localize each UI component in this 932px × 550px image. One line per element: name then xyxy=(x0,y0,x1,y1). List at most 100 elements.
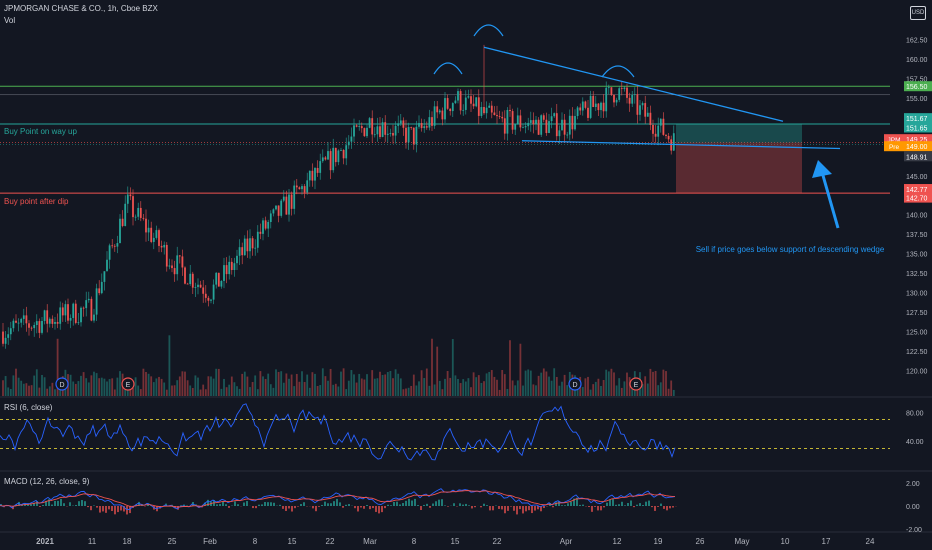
x-axis-tick-label: 10 xyxy=(781,537,790,546)
candle-body xyxy=(35,321,38,326)
volume-bar xyxy=(493,376,496,396)
candle-body xyxy=(446,98,449,109)
macd-histogram-bar xyxy=(48,499,50,506)
candle-body xyxy=(358,126,361,127)
volume-bar xyxy=(589,389,592,396)
candle-body xyxy=(405,127,407,143)
candle-body xyxy=(168,265,171,267)
macd-histogram-bar xyxy=(408,498,410,506)
macd-histogram-bar xyxy=(114,506,116,515)
candle-body xyxy=(306,180,309,193)
candle-body xyxy=(652,124,654,134)
volume-bar xyxy=(223,378,225,396)
volume-bar xyxy=(327,380,329,396)
candle-body xyxy=(490,105,493,113)
candle-body xyxy=(662,118,665,135)
x-axis-tick-label: 22 xyxy=(326,537,335,546)
volume-bar xyxy=(178,376,181,396)
macd-histogram-bar xyxy=(357,506,359,512)
candle-body xyxy=(295,185,298,188)
volume-bar xyxy=(290,374,293,396)
volume-bar xyxy=(488,371,491,396)
macd-histogram-bar xyxy=(528,506,530,511)
volume-bar xyxy=(613,372,615,396)
macd-histogram-bar xyxy=(318,506,320,507)
macd-histogram-bar xyxy=(555,502,557,506)
macd-histogram-bar xyxy=(654,506,656,511)
macd-histogram-bar xyxy=(174,506,176,509)
volume-bar xyxy=(553,368,556,396)
candle-body xyxy=(381,122,384,137)
macd-histogram-bar xyxy=(261,504,263,506)
candle-body xyxy=(483,107,485,114)
candle-body xyxy=(506,109,509,134)
x-axis-tick-label: Apr xyxy=(560,537,573,546)
candle-body xyxy=(134,216,137,218)
macd-histogram-bar xyxy=(534,506,536,511)
candle-body xyxy=(241,247,244,256)
candle-body xyxy=(618,88,621,100)
macd-axis-tick-label: -2.00 xyxy=(906,527,922,534)
candle-body xyxy=(459,91,462,111)
price-tag xyxy=(904,184,932,195)
macd-histogram-bar xyxy=(513,506,515,511)
candle-body xyxy=(672,133,675,151)
rsi-line xyxy=(0,403,676,461)
volume-bar xyxy=(509,340,511,396)
candle-body xyxy=(410,127,413,128)
candle-body xyxy=(155,230,158,238)
macd-histogram-bar xyxy=(567,503,569,506)
candle-body xyxy=(251,238,254,249)
x-axis-tick-label: Feb xyxy=(203,537,217,546)
y-axis-tick-label: 162.50 xyxy=(906,37,928,44)
candle-body xyxy=(454,100,457,104)
candle-body xyxy=(628,97,631,104)
volume-bar xyxy=(243,371,246,396)
candle-body xyxy=(566,134,569,136)
macd-histogram-bar xyxy=(264,502,266,506)
macd-histogram-bar xyxy=(624,505,626,506)
macd-histogram-bar xyxy=(459,503,461,506)
volume-bar xyxy=(259,371,262,396)
candle-body xyxy=(215,272,218,285)
macd-axis-tick-label: 2.00 xyxy=(906,481,920,488)
candle-body xyxy=(2,331,4,344)
volume-bar xyxy=(262,376,264,396)
candle-body xyxy=(61,307,64,316)
volume-bar xyxy=(204,389,207,396)
candle-body xyxy=(438,110,441,113)
macd-histogram-bar xyxy=(342,506,344,508)
candle-body xyxy=(103,271,106,282)
event-marker-label: E xyxy=(126,382,131,389)
macd-histogram-bar xyxy=(171,504,173,506)
candle-body xyxy=(267,221,270,229)
candle-body xyxy=(646,112,649,117)
x-axis-tick-label: 15 xyxy=(451,537,460,546)
candle-body xyxy=(319,161,322,173)
macd-histogram-bar xyxy=(12,506,14,510)
x-axis-tick-label: 8 xyxy=(412,537,417,546)
volume-bar xyxy=(542,368,545,396)
event-marker-label: E xyxy=(634,382,639,389)
macd-histogram-bar xyxy=(225,504,227,506)
volume-bar xyxy=(137,385,140,396)
volume-bar xyxy=(85,378,88,396)
macd-histogram-bar xyxy=(591,506,593,512)
macd-histogram-bar xyxy=(393,502,395,506)
currency-badge[interactable]: USD xyxy=(910,6,926,20)
macd-histogram-bar xyxy=(660,503,662,506)
volume-bar xyxy=(540,372,543,396)
candle-body xyxy=(347,141,350,146)
candle-body xyxy=(288,194,290,215)
macd-histogram-bar xyxy=(303,502,305,506)
macd-histogram-bar xyxy=(657,506,659,507)
volume-bar xyxy=(142,368,145,396)
candle-body xyxy=(420,122,423,129)
macd-histogram-bar xyxy=(564,505,566,506)
volume-bar xyxy=(95,373,98,396)
macd-histogram-bar xyxy=(519,506,521,510)
macd-histogram-bar xyxy=(582,504,584,506)
volume-bar xyxy=(451,339,454,396)
volume-bar xyxy=(139,389,142,396)
